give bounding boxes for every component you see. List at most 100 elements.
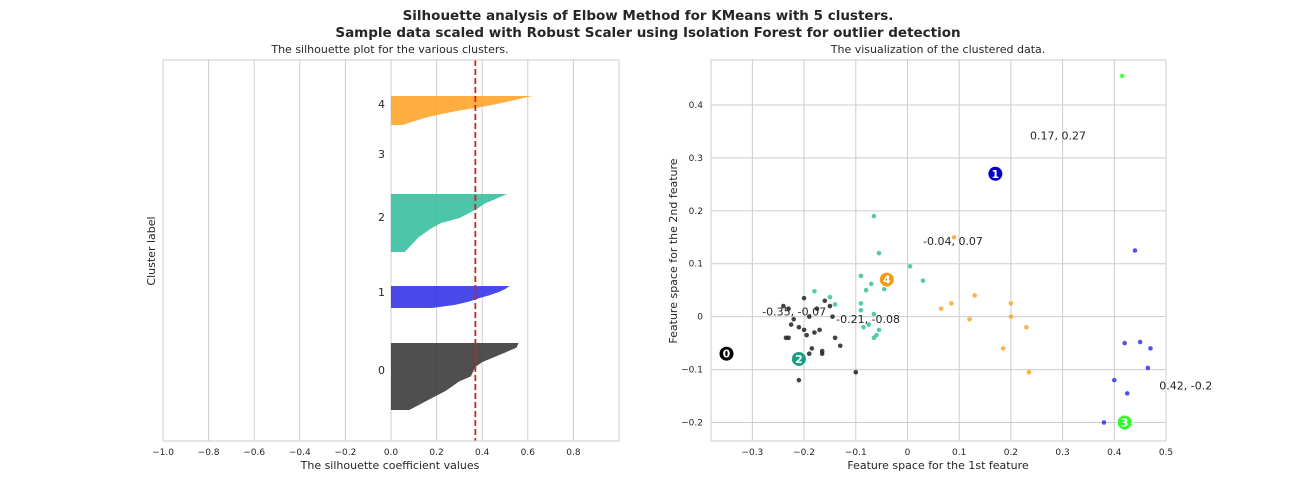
scatter-y-axis-label: Feature space for the 2nd feature	[667, 158, 680, 343]
figure-title-line-1: Silhouette analysis of Elbow Method for …	[402, 8, 894, 24]
scatter-plot-title: The visualization of the clustered data.	[830, 43, 1046, 56]
scatter-point-cluster-3	[1119, 73, 1125, 79]
scatter-point-cluster-0	[801, 327, 807, 333]
silhouette-bands	[391, 96, 533, 410]
center-coordinate-annotation: -0.04, 0.07	[923, 235, 983, 248]
silhouette-plot-frame	[162, 59, 620, 442]
scatter-point-cluster-2	[863, 287, 869, 293]
scatter-y-tick-label: 0.1	[689, 260, 703, 270]
scatter-point-cluster-4	[967, 316, 972, 322]
scatter-x-tick-label: −0.1	[845, 448, 867, 458]
silhouette-plot: The silhouette plot for the various clus…	[145, 43, 620, 472]
cluster-center-1	[987, 165, 1004, 182]
scatter-point-cluster-0	[786, 335, 791, 341]
scatter-point-cluster-4	[1008, 301, 1014, 306]
scatter-point-cluster-2	[812, 288, 817, 294]
scatter-x-tick-label: 0	[905, 448, 911, 458]
scatter-point-cluster-4	[1024, 324, 1029, 330]
scatter-point-cluster-0	[801, 295, 807, 301]
scatter-x-tick-label: −0.3	[741, 448, 763, 458]
scatter-point-cluster-1	[1145, 365, 1151, 371]
scatter-point-cluster-2	[876, 327, 882, 333]
cluster-scatter-plot: The visualization of the clustered data.…	[667, 43, 1212, 472]
silhouette-x-tick-label: 0.4	[475, 448, 490, 458]
scatter-point-cluster-1	[1111, 377, 1117, 383]
scatter-ticks: −0.3 −0.2 −0.1 0 0.1 0.2 0.3 0.4 0.5 −0.2 −0.1 0 0.1…	[681, 101, 1173, 458]
silhouette-x-tick-label: 0.8	[566, 448, 581, 458]
scatter-x-tick-label: −0.2	[793, 448, 815, 458]
scatter-plot-frame	[710, 59, 1167, 442]
scatter-x-tick-label: 0.4	[1107, 448, 1122, 458]
cluster-label-2: 2	[378, 211, 385, 224]
scatter-point-cluster-0	[804, 332, 809, 338]
silhouette-x-axis-label: The silhouette coefficient values	[300, 459, 480, 472]
cluster-center-2	[790, 350, 807, 367]
scatter-point-cluster-0	[806, 314, 812, 319]
scatter-point-cluster-0	[817, 327, 822, 333]
scatter-point-cluster-4	[938, 306, 944, 312]
scatter-point-cluster-0	[827, 303, 833, 309]
scatter-point-cluster-0	[791, 316, 797, 322]
cluster-center-label-1: 1	[992, 168, 1000, 181]
scatter-points	[781, 73, 1153, 425]
cluster-label-4: 4	[378, 98, 385, 111]
center-coordinate-annotation: 0.17, 0.27	[1030, 129, 1086, 142]
scatter-point-cluster-2	[871, 311, 877, 317]
silhouette-x-tick-label: 0.6	[521, 448, 536, 458]
silhouette-x-tick-label: −1.0	[152, 448, 174, 458]
silhouette-cluster-labels: 0 1 2 3 4	[378, 98, 385, 377]
scatter-y-tick-label: 0.2	[689, 207, 703, 217]
scatter-point-cluster-2	[920, 278, 926, 283]
cluster-center-label-3: 3	[1121, 416, 1129, 429]
scatter-point-cluster-0	[796, 324, 802, 330]
silhouette-x-tick-label: −0.4	[289, 448, 311, 458]
scatter-point-cluster-0	[796, 377, 802, 383]
center-annotations: 0.17, 0.27 -0.04, 0.07 -0.35, -0.07 -0.21, …	[762, 129, 1212, 392]
scatter-point-cluster-0	[806, 351, 812, 356]
figure-title-line-2: Sample data scaled with Robust Scaler us…	[335, 25, 961, 41]
scatter-point-cluster-2	[861, 324, 866, 330]
scatter-point-cluster-1	[1137, 339, 1143, 345]
scatter-point-cluster-2	[866, 322, 871, 327]
scatter-point-cluster-2	[871, 213, 877, 219]
cluster-centers: 0 1 2 3 4	[718, 165, 1133, 431]
scatter-y-tick-label: 0	[697, 313, 703, 323]
silhouette-band-cluster-1	[391, 286, 510, 308]
silhouette-x-tick-label: 0.0	[384, 448, 399, 458]
scatter-point-cluster-4	[951, 234, 957, 240]
cluster-center-label-0: 0	[723, 348, 731, 361]
scatter-point-cluster-0	[819, 351, 825, 356]
cluster-center-label-2: 2	[795, 353, 803, 366]
scatter-point-cluster-2	[858, 301, 864, 306]
cluster-label-1: 1	[378, 286, 385, 299]
scatter-point-cluster-0	[781, 303, 786, 309]
silhouette-plot-title: The silhouette plot for the various clus…	[270, 43, 508, 56]
scatter-x-tick-label: 0.5	[1159, 448, 1173, 458]
scatter-point-cluster-4	[949, 301, 954, 306]
silhouette-y-axis-label: Cluster label	[145, 216, 158, 285]
scatter-point-cluster-0	[788, 322, 794, 327]
scatter-point-cluster-2	[907, 264, 913, 269]
scatter-point-cluster-1	[1101, 420, 1107, 425]
scatter-point-cluster-2	[827, 294, 833, 300]
silhouette-band-cluster-2	[391, 194, 508, 252]
silhouette-band-cluster-4	[391, 96, 533, 125]
scatter-y-tick-label: 0.4	[689, 101, 704, 111]
silhouette-x-tick-label: −0.6	[243, 448, 265, 458]
silhouette-band-cluster-0	[391, 343, 519, 410]
scatter-y-tick-label: 0.3	[689, 154, 703, 164]
scatter-point-cluster-0	[837, 343, 843, 349]
scatter-x-tick-label: 0.3	[1055, 448, 1069, 458]
silhouette-x-ticks: −1.0 −0.8 −0.6 −0.4 −0.2 0.0 0.2 0.4 0.6 0.8	[152, 448, 581, 458]
silhouette-x-tick-label: −0.2	[334, 448, 356, 458]
scatter-point-cluster-0	[809, 346, 815, 351]
scatter-y-tick-label: −0.2	[681, 418, 703, 428]
scatter-point-cluster-0	[822, 298, 828, 304]
cluster-label-0: 0	[378, 364, 385, 377]
silhouette-x-tick-label: 0.2	[429, 448, 443, 458]
scatter-point-cluster-0	[830, 314, 835, 319]
scatter-point-cluster-2	[832, 302, 838, 307]
scatter-point-cluster-0	[786, 306, 791, 312]
scatter-point-cluster-1	[1124, 391, 1130, 396]
